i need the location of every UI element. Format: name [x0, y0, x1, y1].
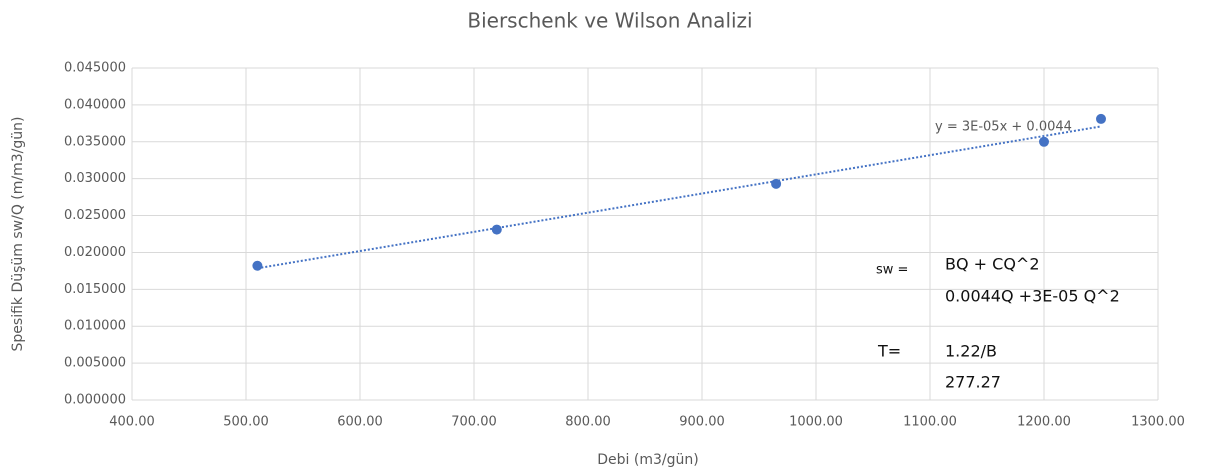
point: [771, 178, 782, 189]
point: [491, 224, 502, 235]
x-tick-label: 700.00: [451, 415, 497, 430]
point: [252, 260, 263, 271]
annotation: 1.22/B: [945, 342, 997, 361]
x-tick-label: 500.00: [223, 415, 269, 430]
x-tick-label: 1300.00: [1131, 415, 1185, 430]
x-tick-label: 900.00: [679, 415, 725, 430]
point: [1096, 113, 1106, 124]
x-axis-label: Debi (m3/gün): [597, 452, 698, 468]
y-tick-label: 0.045000: [64, 61, 126, 76]
annotation: 0.0044Q +3E-05 Q^2: [945, 287, 1120, 306]
chart-title: Bierschenk ve Wilson Analizi: [467, 9, 752, 33]
y-tick-label: 0.020000: [64, 245, 126, 260]
x-tick-label: 800.00: [565, 415, 611, 430]
annotation: T=: [877, 342, 901, 361]
x-tick-label: 1000.00: [789, 415, 843, 430]
y-tick-label: 0.005000: [64, 356, 126, 371]
trendline-label: y = 3E-05x + 0.0044: [935, 120, 1072, 135]
y-tick-label: 0.040000: [64, 97, 126, 112]
x-tick-label: 1100.00: [903, 415, 957, 430]
x-tick-label: 400.00: [109, 415, 155, 430]
trendline: [257, 125, 1102, 270]
y-tick-label: 0.010000: [64, 319, 126, 334]
y-tick-label: 0.015000: [64, 282, 126, 297]
annotation: sw =: [876, 263, 908, 278]
annotation: 277.27: [945, 373, 1001, 392]
y-tick-label: 0.035000: [64, 134, 126, 149]
y-tick-label: 0.030000: [64, 171, 126, 186]
x-tick-label: 1200.00: [1017, 415, 1071, 430]
annotation: BQ + CQ^2: [945, 255, 1040, 274]
y-tick-label: 0.000000: [64, 393, 126, 408]
point: [1039, 136, 1049, 147]
y-axis-label: Spesifik Düşüm sw/Q (m/m3/gün): [10, 117, 26, 352]
y-tick-label: 0.025000: [64, 208, 126, 223]
x-tick-label: 600.00: [337, 415, 383, 430]
